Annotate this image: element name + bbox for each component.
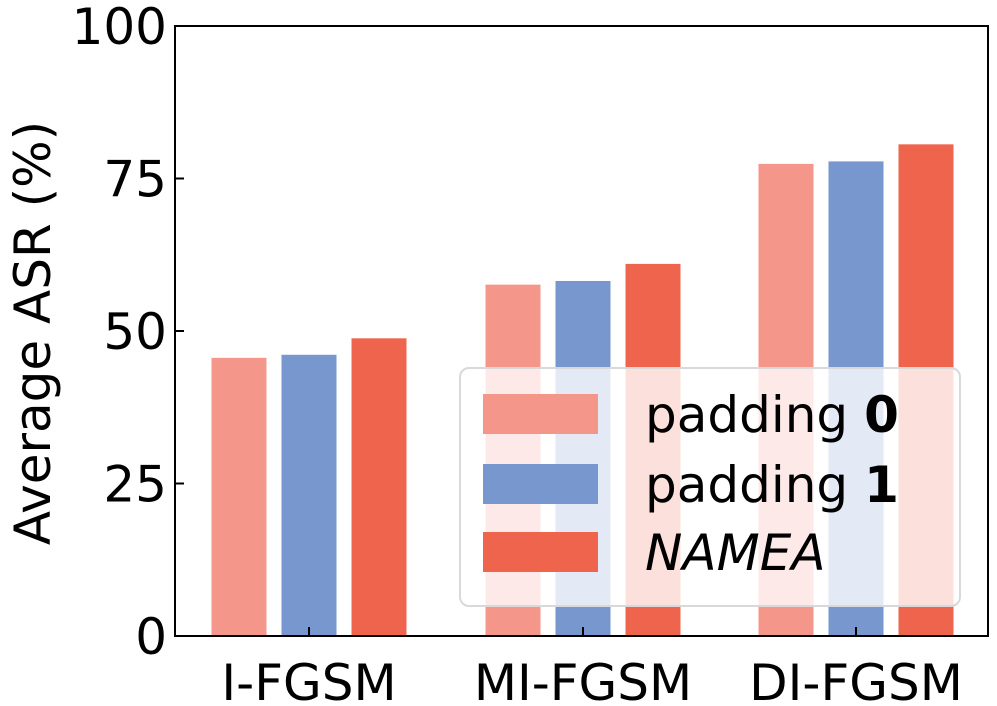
y-tick-label: 0	[135, 608, 167, 666]
bar-series-2-i-fgsm	[351, 338, 407, 636]
y-tick-label: 25	[103, 456, 167, 514]
plot-frame	[174, 25, 989, 637]
x-tick-label: DI-FGSM	[749, 654, 963, 706]
bar-series-1-i-fgsm	[281, 354, 337, 636]
legend-swatch-0	[483, 394, 598, 434]
y-tick-label: 50	[103, 303, 167, 361]
legend-label-bold: 0	[864, 386, 899, 444]
legend-label-italic: NAMEA	[645, 524, 826, 582]
legend-label-prefix: padding	[645, 386, 864, 444]
y-tick-label: 100	[72, 0, 167, 56]
y-axis: 0 25 50 75 100	[72, 0, 184, 666]
bar-series-0-i-fgsm	[211, 357, 267, 636]
legend-label-2: NAMEA	[645, 524, 826, 582]
x-tick-label: MI-FGSM	[474, 654, 692, 706]
legend-label-bold: 1	[864, 456, 899, 514]
y-axis-label: Average ASR (%)	[4, 121, 62, 545]
x-axis: I-FGSM MI-FGSM DI-FGSM	[221, 627, 963, 706]
legend-swatch-2	[483, 532, 598, 572]
legend-swatch-1	[483, 464, 598, 504]
legend-label-0: padding 0	[645, 386, 899, 444]
x-tick-label: I-FGSM	[221, 654, 396, 706]
y-tick-label: 75	[103, 151, 167, 209]
legend-label-prefix: padding	[645, 456, 864, 514]
legend-label-1: padding 1	[645, 456, 899, 514]
